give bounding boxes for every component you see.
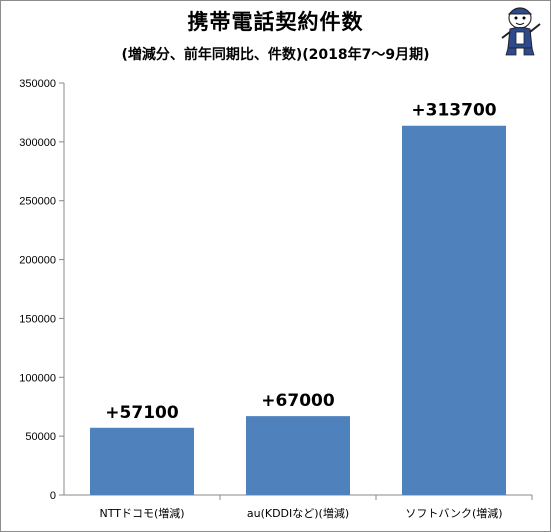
chart-title: 携帯電話契約件数 [187, 10, 364, 34]
y-tick-label: 0 [50, 490, 56, 502]
y-tick-label: 100000 [19, 372, 56, 384]
chart-subtitle: (増減分、前年同期比、件数)(2018年7～9月期) [121, 47, 430, 63]
data-label: +57100 [105, 403, 179, 423]
y-tick-label: 200000 [19, 255, 56, 267]
x-tick-label: au(KDDIなど)(増減) [247, 506, 349, 520]
x-tick-label: ソフトバンク(増減) [405, 506, 502, 520]
mascot-illustration-icon [501, 7, 541, 56]
y-tick-label: 300000 [19, 137, 56, 149]
y-tick-label: 50000 [25, 431, 56, 443]
bar [90, 427, 194, 495]
y-tick-label: 350000 [19, 78, 56, 90]
data-label: +67000 [261, 391, 335, 411]
y-tick-label: 250000 [19, 196, 56, 208]
y-tick-label: 150000 [19, 313, 56, 325]
bar [246, 416, 350, 495]
bar [402, 125, 506, 495]
data-label: +313700 [411, 101, 496, 121]
x-tick-label: NTTドコモ(増減) [99, 506, 184, 520]
